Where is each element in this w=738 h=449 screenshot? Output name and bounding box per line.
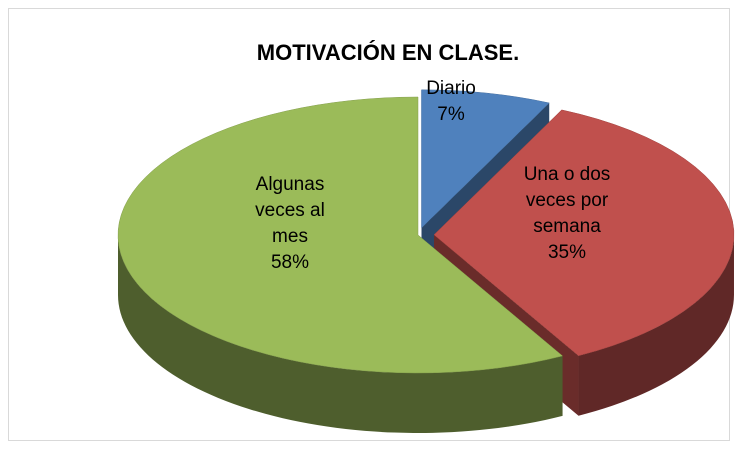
category-label: Diario	[426, 78, 476, 99]
slice	[117, 96, 564, 374]
value-label: 7%	[437, 104, 465, 125]
slice-side	[578, 234, 734, 416]
chart-title: MOTIVACIÓN EN CLASE.	[257, 40, 519, 65]
value-label: 58%	[270, 252, 310, 273]
slice	[433, 109, 735, 356]
slice	[421, 89, 550, 229]
slice-side	[118, 235, 563, 434]
value-label: 35%	[547, 242, 587, 263]
category-label: Una o dos veces por semana	[523, 164, 611, 237]
category-label: Algunas veces al mes	[255, 174, 325, 247]
